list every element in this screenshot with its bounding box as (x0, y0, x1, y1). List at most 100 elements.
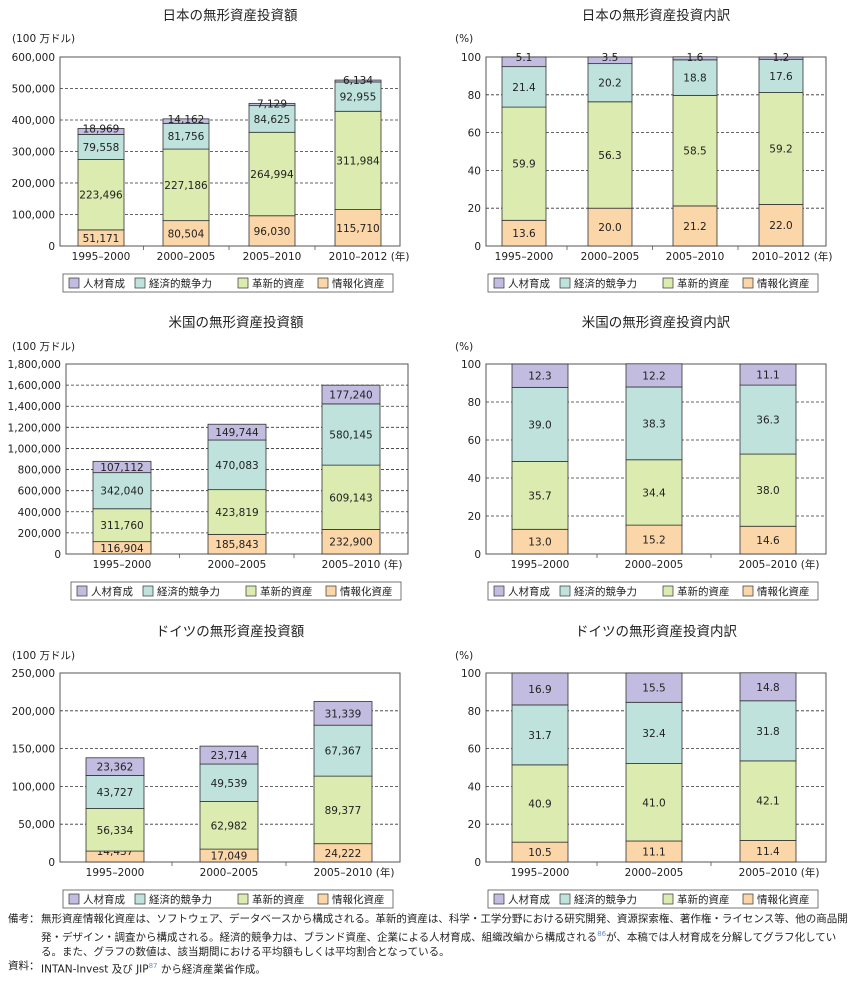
data-label: 96,030 (254, 226, 291, 238)
y-tick-label: 40 (468, 473, 481, 485)
x-tick-label: 2005–2010 (314, 867, 373, 879)
bar-segment (85, 808, 145, 852)
bar-segment (758, 204, 804, 247)
bar-segment (501, 66, 547, 108)
legend-label: 情報化資産 (332, 277, 385, 290)
bar-segment (739, 525, 797, 555)
y-tick-label: 20 (468, 511, 481, 523)
y-tick-label: 60 (468, 128, 481, 140)
x-tick-label: 1995–2000 (72, 251, 131, 263)
data-label: 16.9 (528, 684, 551, 696)
legend: 人材育成 経済的競争力 革新的資産 情報化資産 (487, 581, 819, 601)
legend-label: 情報化資産 (332, 893, 385, 906)
legend-label: 情報化資産 (757, 277, 810, 290)
legend-swatch (325, 585, 337, 597)
bar-segment (92, 472, 152, 510)
bar-segment (207, 423, 267, 441)
chart-panel-5: ドイツの無形資産投資額 (100 万ドル) 0 50,000 100,000 150,00… (12, 624, 401, 909)
legend-label: 経済的競争力 (149, 893, 212, 906)
x-axis-suffix: (年) (801, 558, 820, 571)
data-label: 11.1 (642, 847, 665, 859)
bar-segment (511, 461, 569, 530)
legend-swatch (493, 893, 505, 905)
y-tick-label: 80 (468, 706, 481, 718)
y-tick-label: 200,000 (12, 706, 55, 718)
legend-box (487, 273, 819, 293)
chart-title: ドイツの無形資産投資内訳 (575, 624, 737, 640)
data-label: 15.2 (642, 535, 665, 547)
legend-swatch (493, 585, 505, 597)
plot-frame (485, 56, 827, 247)
x-axis-suffix: (年) (801, 866, 820, 879)
data-label: 39.0 (528, 419, 551, 431)
bar-segment (248, 102, 296, 107)
x-tick-label: 1995–2000 (511, 559, 570, 571)
y-tick-label: 20 (468, 203, 481, 215)
data-label: 107,112 (100, 462, 143, 474)
legend-swatch (68, 277, 80, 289)
bar-segment (207, 489, 267, 535)
data-label: 13.6 (512, 228, 536, 240)
data-label: 22.0 (769, 220, 792, 232)
data-label: 59.9 (512, 159, 535, 171)
data-label: 41.0 (642, 797, 665, 809)
data-label: 38.3 (642, 418, 665, 430)
legend-label: 情報化資産 (757, 585, 810, 598)
data-label: 84,625 (254, 114, 291, 126)
chart-panel-6: ドイツの無形資産投資内訳 (%) 0 20 40 60 80 100 10.5 40.9 31.7 1… (455, 624, 827, 909)
data-label: 609,143 (329, 492, 372, 504)
y-tick-label: 60 (468, 744, 481, 756)
footnote-ref-87[interactable]: 87 (148, 962, 158, 970)
chart-panel-1: 日本の無形資産投資額 (100 万ドル) 0 100,000 200,000 300,00… (12, 8, 410, 293)
chart-title: 日本の無形資産投資額 (163, 8, 298, 24)
legend-swatch (317, 893, 329, 905)
bar-segment (739, 453, 797, 527)
data-label: 43,727 (97, 787, 134, 799)
y-tick-label: 0 (474, 857, 481, 869)
x-tick-label: 2005–2010 (322, 559, 381, 571)
data-label: 1.6 (687, 52, 704, 64)
data-label: 12.2 (642, 370, 665, 382)
bar-segment (587, 207, 633, 247)
data-label: 232,900 (329, 537, 372, 549)
data-label: 21.4 (512, 82, 536, 94)
notes-text: 無形資産情報化資産は、ソフトウェア、データベースから構成される。革新的資産は、科… (41, 913, 848, 958)
data-label: 580,145 (329, 429, 372, 441)
legend-swatch (237, 277, 249, 289)
chart-panel-4: 米国の無形資産投資内訳 (%) 0 20 40 60 80 100 13.0 35.7 39.0 12… (455, 315, 827, 601)
bar-segment (92, 508, 152, 543)
y-tick-label: 100,000 (12, 210, 55, 222)
legend-box (487, 581, 819, 601)
y-tick-label: 0 (48, 241, 55, 253)
legend-swatch (142, 585, 154, 597)
legend-label: 革新的資産 (260, 585, 313, 598)
bar-segment (625, 524, 683, 555)
data-label: 3.5 (602, 52, 619, 64)
y-tick-label: 100,000 (12, 781, 55, 793)
bar-segment (758, 92, 804, 205)
data-label: 23,714 (211, 750, 248, 762)
y-tick-label: 0 (48, 857, 55, 869)
chart-panel-3: 米国の無形資産投資額 (100 万ドル) 0 200,000 400,000 600,00… (8, 315, 409, 601)
bar-segment (334, 110, 382, 210)
bar-segment (625, 701, 683, 764)
data-label: 38.0 (756, 485, 779, 497)
data-label: 49,539 (211, 778, 248, 790)
legend: 人材育成 経済的競争力 革新的資産 情報化資産 (62, 273, 394, 293)
x-tick-label: 1995–2000 (511, 867, 570, 879)
legend-label: 経済的競争力 (574, 277, 637, 290)
y-unit-label: (%) (455, 650, 473, 662)
bar-segment (199, 745, 259, 765)
data-label: 21.2 (683, 221, 706, 233)
data-label: 40.9 (528, 799, 551, 811)
footnote-ref-86[interactable]: 86 (597, 929, 607, 938)
x-axis-suffix: (年) (376, 866, 395, 879)
bar-segment (672, 56, 718, 61)
y-tick-label: 200,000 (12, 178, 55, 190)
notes-label: 備考： (8, 913, 40, 925)
legend-label: 経済的競争力 (149, 277, 212, 290)
data-label: 115,710 (336, 223, 379, 235)
data-label: 31.8 (756, 726, 779, 738)
y-tick-label: 0 (474, 241, 481, 253)
legend-swatch (742, 893, 754, 905)
